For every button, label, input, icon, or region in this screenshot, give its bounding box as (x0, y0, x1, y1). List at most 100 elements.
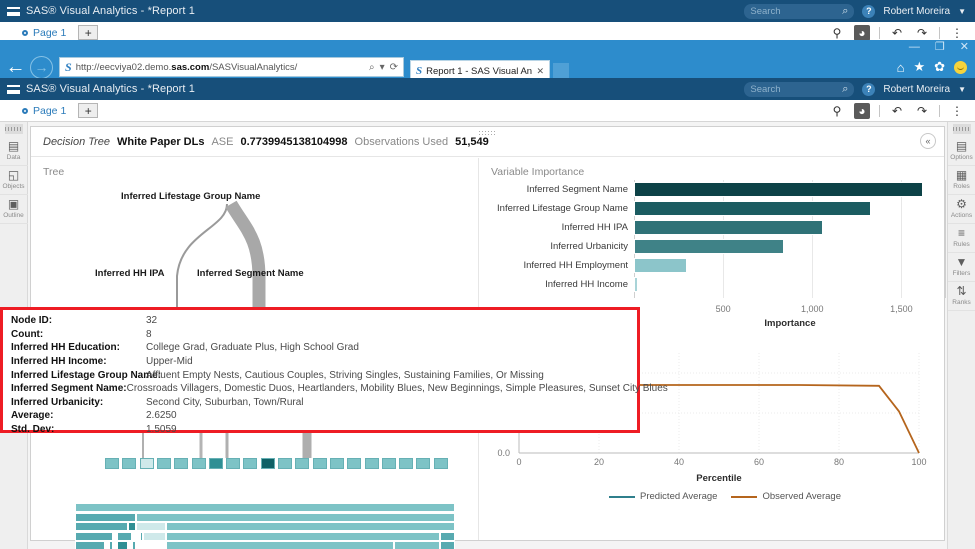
redo-icon[interactable]: ↷ (916, 103, 928, 118)
heatmap-cell[interactable] (166, 541, 395, 549)
heatmap-cell[interactable] (394, 541, 440, 549)
heatmap-cell[interactable] (116, 531, 132, 541)
theme-icon[interactable]: ◕ (854, 102, 870, 119)
decision-tree-diagram[interactable]: Inferred Lifestage Group Name Inferred H… (31, 158, 478, 549)
help-icon[interactable]: ? (862, 82, 876, 96)
sidebar-item-rules[interactable]: ≡ Rules (947, 224, 975, 253)
heatmap-row[interactable] (75, 512, 455, 522)
tree-leaf-bar[interactable] (347, 458, 362, 469)
share-icon[interactable]: ⚲ (832, 103, 842, 118)
hamburger-icon[interactable] (0, 78, 26, 100)
chevron-down-icon[interactable]: ▼ (958, 6, 966, 16)
tree-leaf-bar[interactable] (329, 458, 344, 469)
sidebar-item-options[interactable]: ▤ Options (947, 137, 975, 166)
heatmap-cell[interactable] (139, 531, 144, 541)
heatmap-cell[interactable] (135, 522, 167, 531)
sidebar-item-actions[interactable]: ⚙ Actions (947, 195, 975, 224)
heatmap-cell[interactable] (75, 531, 113, 541)
search-input[interactable]: Search ⌕ (744, 81, 855, 97)
tree-leaf-bar[interactable] (139, 458, 154, 469)
undo-icon[interactable]: ↶ (891, 103, 903, 118)
tree-leaf-bar[interactable] (122, 458, 137, 469)
heatmap-cell[interactable] (166, 522, 455, 531)
heatmap-row[interactable] (75, 503, 455, 512)
profile-smiley-icon[interactable] (954, 60, 967, 74)
sidebar-item-objects[interactable]: ◱ Objects (0, 166, 28, 195)
tree-leaf-bar[interactable] (208, 458, 223, 469)
heatmap-cell[interactable] (128, 522, 136, 531)
new-tab-button[interactable] (553, 63, 569, 79)
tree-leaf-bar[interactable] (260, 458, 275, 469)
heatmap-row[interactable] (75, 522, 455, 531)
address-bar[interactable]: S http://eecviya02.demo.sas.com/SASVisua… (59, 57, 404, 77)
heatmap-cell[interactable] (439, 531, 455, 541)
bar-rect[interactable] (634, 201, 872, 216)
tab-close-icon[interactable]: ✕ (536, 65, 544, 76)
heatmap-cell[interactable] (132, 541, 136, 549)
url-dropdown-caret-icon[interactable]: ▾ (379, 61, 385, 73)
tree-leaf-bar[interactable] (295, 458, 310, 469)
grip-dots-icon[interactable] (478, 130, 497, 136)
sidebar-item-roles[interactable]: ▦ Roles (947, 166, 975, 195)
tab-page-1[interactable]: Page 1 (33, 26, 67, 39)
tree-leaf-bar[interactable] (243, 458, 258, 469)
heatmap-row[interactable] (75, 541, 455, 549)
heatmap-cell[interactable] (109, 541, 113, 549)
heatmap-cell[interactable] (105, 541, 110, 549)
tree-leaf-bar[interactable] (226, 458, 241, 469)
heatmap-cell[interactable] (166, 531, 440, 541)
legend-item[interactable]: Observed Average (731, 491, 841, 502)
heatmap-cell[interactable] (75, 522, 129, 531)
tree-leaf-bar[interactable] (105, 458, 119, 469)
forward-button[interactable]: → (30, 55, 53, 79)
share-icon[interactable]: ⚲ (832, 25, 842, 40)
minimize-button[interactable]: — (908, 41, 920, 53)
sidebar-grip-icon[interactable] (952, 124, 971, 134)
variable-importance-chart[interactable]: 500 1,000 1,500 Inferred Segment Name Inferr… (479, 158, 946, 540)
heatmap-cell[interactable] (132, 531, 140, 541)
bar-rect[interactable] (634, 239, 784, 254)
heatmap-row[interactable] (75, 531, 455, 541)
back-button[interactable]: ← (5, 55, 26, 78)
tree-leaf-bar[interactable] (416, 458, 431, 469)
heatmap-cell[interactable] (439, 541, 455, 549)
bar-rect[interactable] (634, 182, 923, 197)
user-menu-label[interactable]: Robert Moreira (883, 5, 951, 17)
heatmap-cell[interactable] (116, 541, 129, 549)
search-input[interactable]: Search ⌕ (744, 3, 855, 19)
tree-leaf-bar[interactable] (191, 458, 206, 469)
heatmap-cell[interactable] (135, 541, 167, 549)
tree-leaf-bar[interactable] (156, 458, 171, 469)
favorites-star-icon[interactable]: ★ (913, 59, 926, 74)
tree-leaf-bar[interactable] (399, 458, 414, 469)
sidebar-item-outline[interactable]: ▣ Outline (0, 195, 28, 224)
heatmap-cell[interactable] (75, 541, 106, 549)
tree-leaf-bar[interactable] (381, 458, 396, 469)
heatmap-cell[interactable] (135, 512, 455, 522)
browser-tab[interactable]: S Report 1 - SAS Visual Analy... ✕ (410, 60, 550, 81)
heatmap-cell[interactable] (128, 541, 132, 549)
close-button[interactable]: ✕ (959, 41, 969, 53)
settings-gear-icon[interactable]: ✿ (934, 59, 945, 74)
collapse-panel-button[interactable]: « (920, 133, 936, 149)
bar-rect[interactable] (634, 220, 823, 235)
tree-leaf-bar[interactable] (364, 458, 379, 469)
heatmap-cell[interactable] (143, 531, 167, 541)
tree-leaf-bar[interactable] (433, 458, 448, 469)
url-search-icon[interactable]: ⌕ (368, 61, 375, 73)
help-icon[interactable]: ? (862, 4, 876, 18)
user-menu-label[interactable]: Robert Moreira (883, 83, 951, 95)
undo-icon[interactable]: ↶ (891, 25, 903, 40)
tree-leaf-bar[interactable] (278, 458, 292, 469)
add-page-button[interactable]: + (78, 103, 99, 118)
bar-rect[interactable] (634, 277, 638, 292)
heatmap-cell[interactable] (113, 541, 117, 549)
chevron-down-icon[interactable]: ▼ (958, 84, 966, 94)
sidebar-item-ranks[interactable]: ⇅ Ranks (947, 282, 975, 311)
heatmap-cell[interactable] (75, 512, 136, 522)
theme-icon[interactable]: ◕ (854, 24, 870, 41)
hamburger-icon[interactable] (0, 0, 26, 22)
more-options-icon[interactable]: ⋮ (951, 103, 963, 118)
sidebar-item-filters[interactable]: ▼ Filters (947, 253, 975, 282)
tree-leaf-bar[interactable] (174, 458, 189, 469)
